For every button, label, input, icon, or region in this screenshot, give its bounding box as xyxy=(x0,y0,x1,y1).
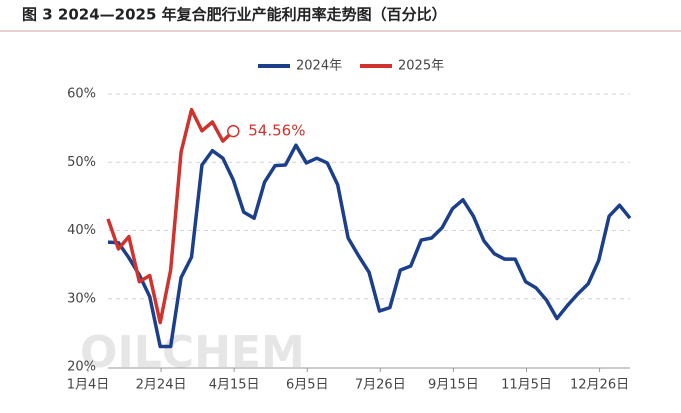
y-tick-label: 60% xyxy=(67,87,96,102)
annotation: 54.56% xyxy=(248,122,305,140)
x-tick-label: 2月24日 xyxy=(136,378,187,393)
x-tick-label: 1月4日 xyxy=(67,378,110,393)
watermark: OILCHEM xyxy=(80,327,305,378)
y-tick-label: 30% xyxy=(67,291,96,306)
series-line xyxy=(106,107,235,325)
legend-label: 2024年 xyxy=(296,59,342,74)
x-tick-label: 12月26日 xyxy=(570,378,629,393)
legend-label: 2025年 xyxy=(398,59,444,74)
x-tick-label: 4月15日 xyxy=(209,378,260,393)
x-tick-label: 11月5日 xyxy=(501,378,552,393)
chart-title: 图 3 2024—2025 年复合肥行业产能利用率走势图（百分比） xyxy=(22,6,447,24)
x-tick-label: 7月26日 xyxy=(355,378,406,393)
series-line xyxy=(107,143,632,349)
x-tick-label: 6月5日 xyxy=(286,378,329,393)
y-tick-label: 40% xyxy=(67,223,96,238)
end-marker xyxy=(227,124,240,138)
x-tick-label: 9月15日 xyxy=(428,378,479,393)
y-tick-label: 20% xyxy=(67,360,96,375)
y-tick-label: 50% xyxy=(67,155,96,170)
